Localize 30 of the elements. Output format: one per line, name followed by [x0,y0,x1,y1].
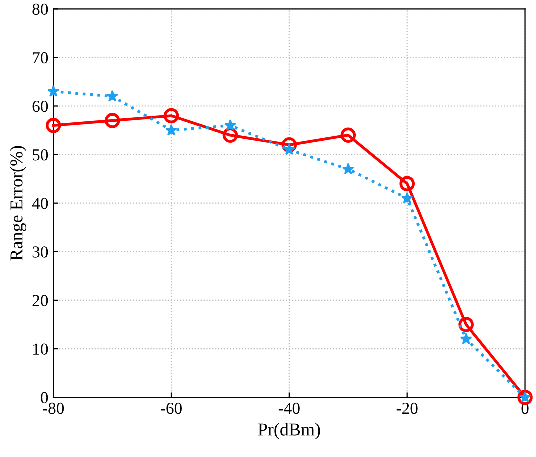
point [282,137,298,153]
x-tick-label: -60 [161,402,182,414]
point [48,85,60,97]
point [46,118,62,134]
y-tick-label: 10 [34,344,48,355]
point [400,176,415,192]
x-tick-label: -80 [43,402,64,414]
y-tick-label: 50 [33,150,48,161]
point [166,124,178,136]
x-tick-label: -20 [396,402,418,414]
point [222,128,238,144]
point [460,333,472,345]
point [224,119,236,131]
point [342,163,354,175]
y-tick-label: 80 [32,4,48,16]
y-tick-label: 30 [32,246,48,258]
y-tick-label: 40 [32,198,48,210]
x-tick-label: -40 [278,402,300,414]
point [104,113,120,128]
point [340,128,356,144]
point [164,108,180,124]
point [458,317,474,332]
x-axis-title: Pr(dBm) [258,423,320,440]
y-axis-title: Range Error(%) [10,146,27,261]
y-tick-label: 60 [32,100,48,112]
y-tick-label: 70 [33,52,48,64]
point [106,90,119,102]
y-tick-label: 20 [32,295,48,306]
y-tick-label: 0 [41,392,48,404]
point [401,192,414,204]
